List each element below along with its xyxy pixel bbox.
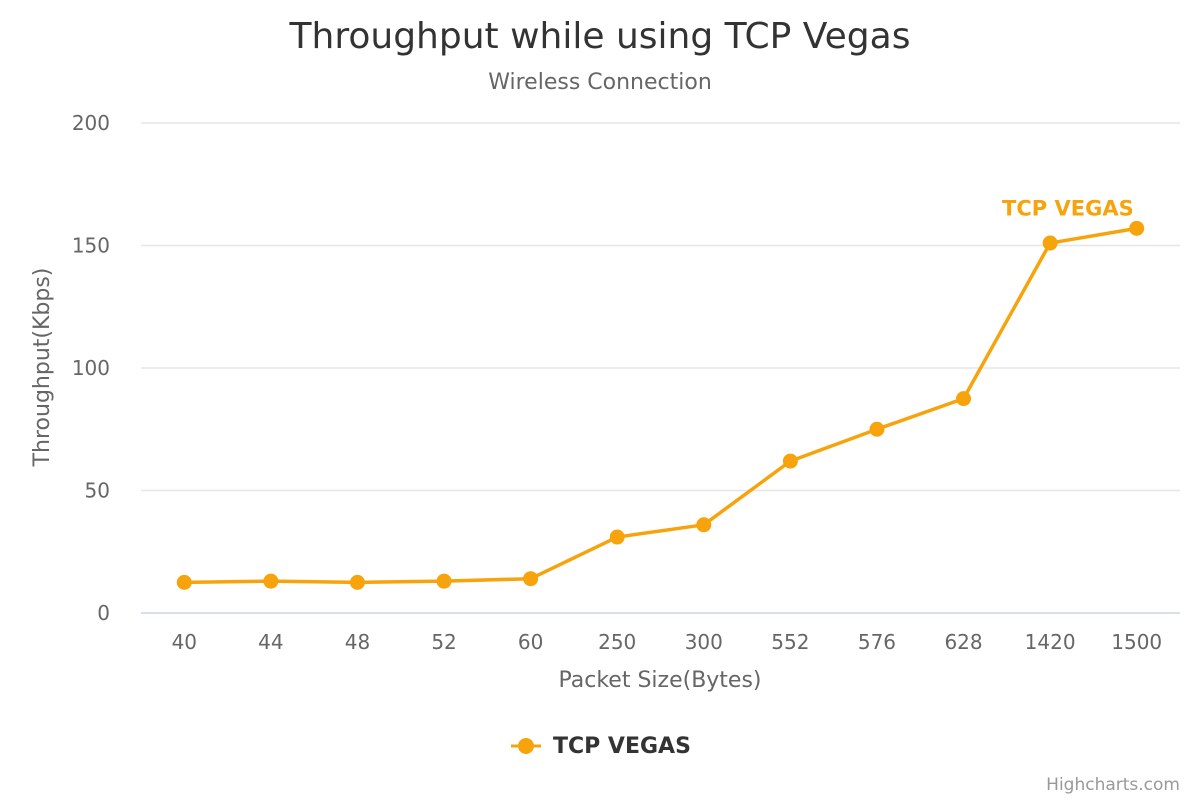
- y-tick-label: 150: [72, 234, 110, 258]
- x-tick-label: 1500: [1111, 630, 1162, 654]
- series-end-label: TCP VEGAS: [1002, 196, 1134, 220]
- data-point[interactable]: [869, 421, 885, 437]
- x-axis-ticks: 40 44 48 52 60 250 300 552 576 628 1420 1500: [172, 630, 1163, 654]
- x-tick-label: 552: [771, 630, 809, 654]
- x-tick-label: 300: [685, 630, 723, 654]
- chart-subtitle: Wireless Connection: [488, 70, 712, 95]
- legend-item-tcp-vegas[interactable]: TCP VEGAS: [553, 734, 691, 759]
- x-tick-label: 52: [431, 630, 456, 654]
- y-tick-label: 200: [72, 111, 110, 135]
- series-tcp-vegas[interactable]: [176, 220, 1145, 590]
- gridlines: [141, 122, 1180, 492]
- y-tick-label: 100: [72, 356, 110, 380]
- data-point[interactable]: [1042, 235, 1058, 251]
- series-line[interactable]: [184, 226, 1138, 585]
- y-axis-ticks: 0 50 100 150 200: [72, 111, 110, 625]
- y-tick-label: 0: [97, 601, 110, 625]
- data-point[interactable]: [349, 574, 365, 590]
- x-tick-label: 250: [598, 630, 636, 654]
- data-point[interactable]: [1129, 220, 1145, 236]
- credits-link[interactable]: Highcharts.com: [1046, 775, 1180, 795]
- data-point[interactable]: [523, 571, 539, 587]
- data-point[interactable]: [956, 391, 972, 407]
- x-tick-label: 48: [345, 630, 370, 654]
- legend[interactable]: TCP VEGAS: [511, 734, 691, 759]
- x-axis-title: Packet Size(Bytes): [558, 668, 761, 693]
- x-tick-label: 40: [172, 630, 197, 654]
- y-axis-title: Throughput(Kbps): [30, 268, 55, 468]
- data-point[interactable]: [436, 573, 452, 589]
- data-point[interactable]: [696, 517, 712, 533]
- series-label: TCP VEGAS: [1002, 196, 1134, 220]
- data-point[interactable]: [782, 453, 798, 469]
- data-point[interactable]: [176, 574, 192, 590]
- y-tick-label: 50: [85, 479, 110, 503]
- x-tick-label: 60: [518, 630, 543, 654]
- legend-marker-icon: [518, 738, 534, 754]
- x-tick-label: 1420: [1025, 630, 1076, 654]
- x-tick-label: 44: [258, 630, 283, 654]
- x-tick-label: 628: [944, 630, 982, 654]
- data-point[interactable]: [263, 573, 279, 589]
- data-point[interactable]: [609, 529, 625, 545]
- chart-title: Throughput while using TCP Vegas: [289, 16, 911, 57]
- x-tick-label: 576: [858, 630, 896, 654]
